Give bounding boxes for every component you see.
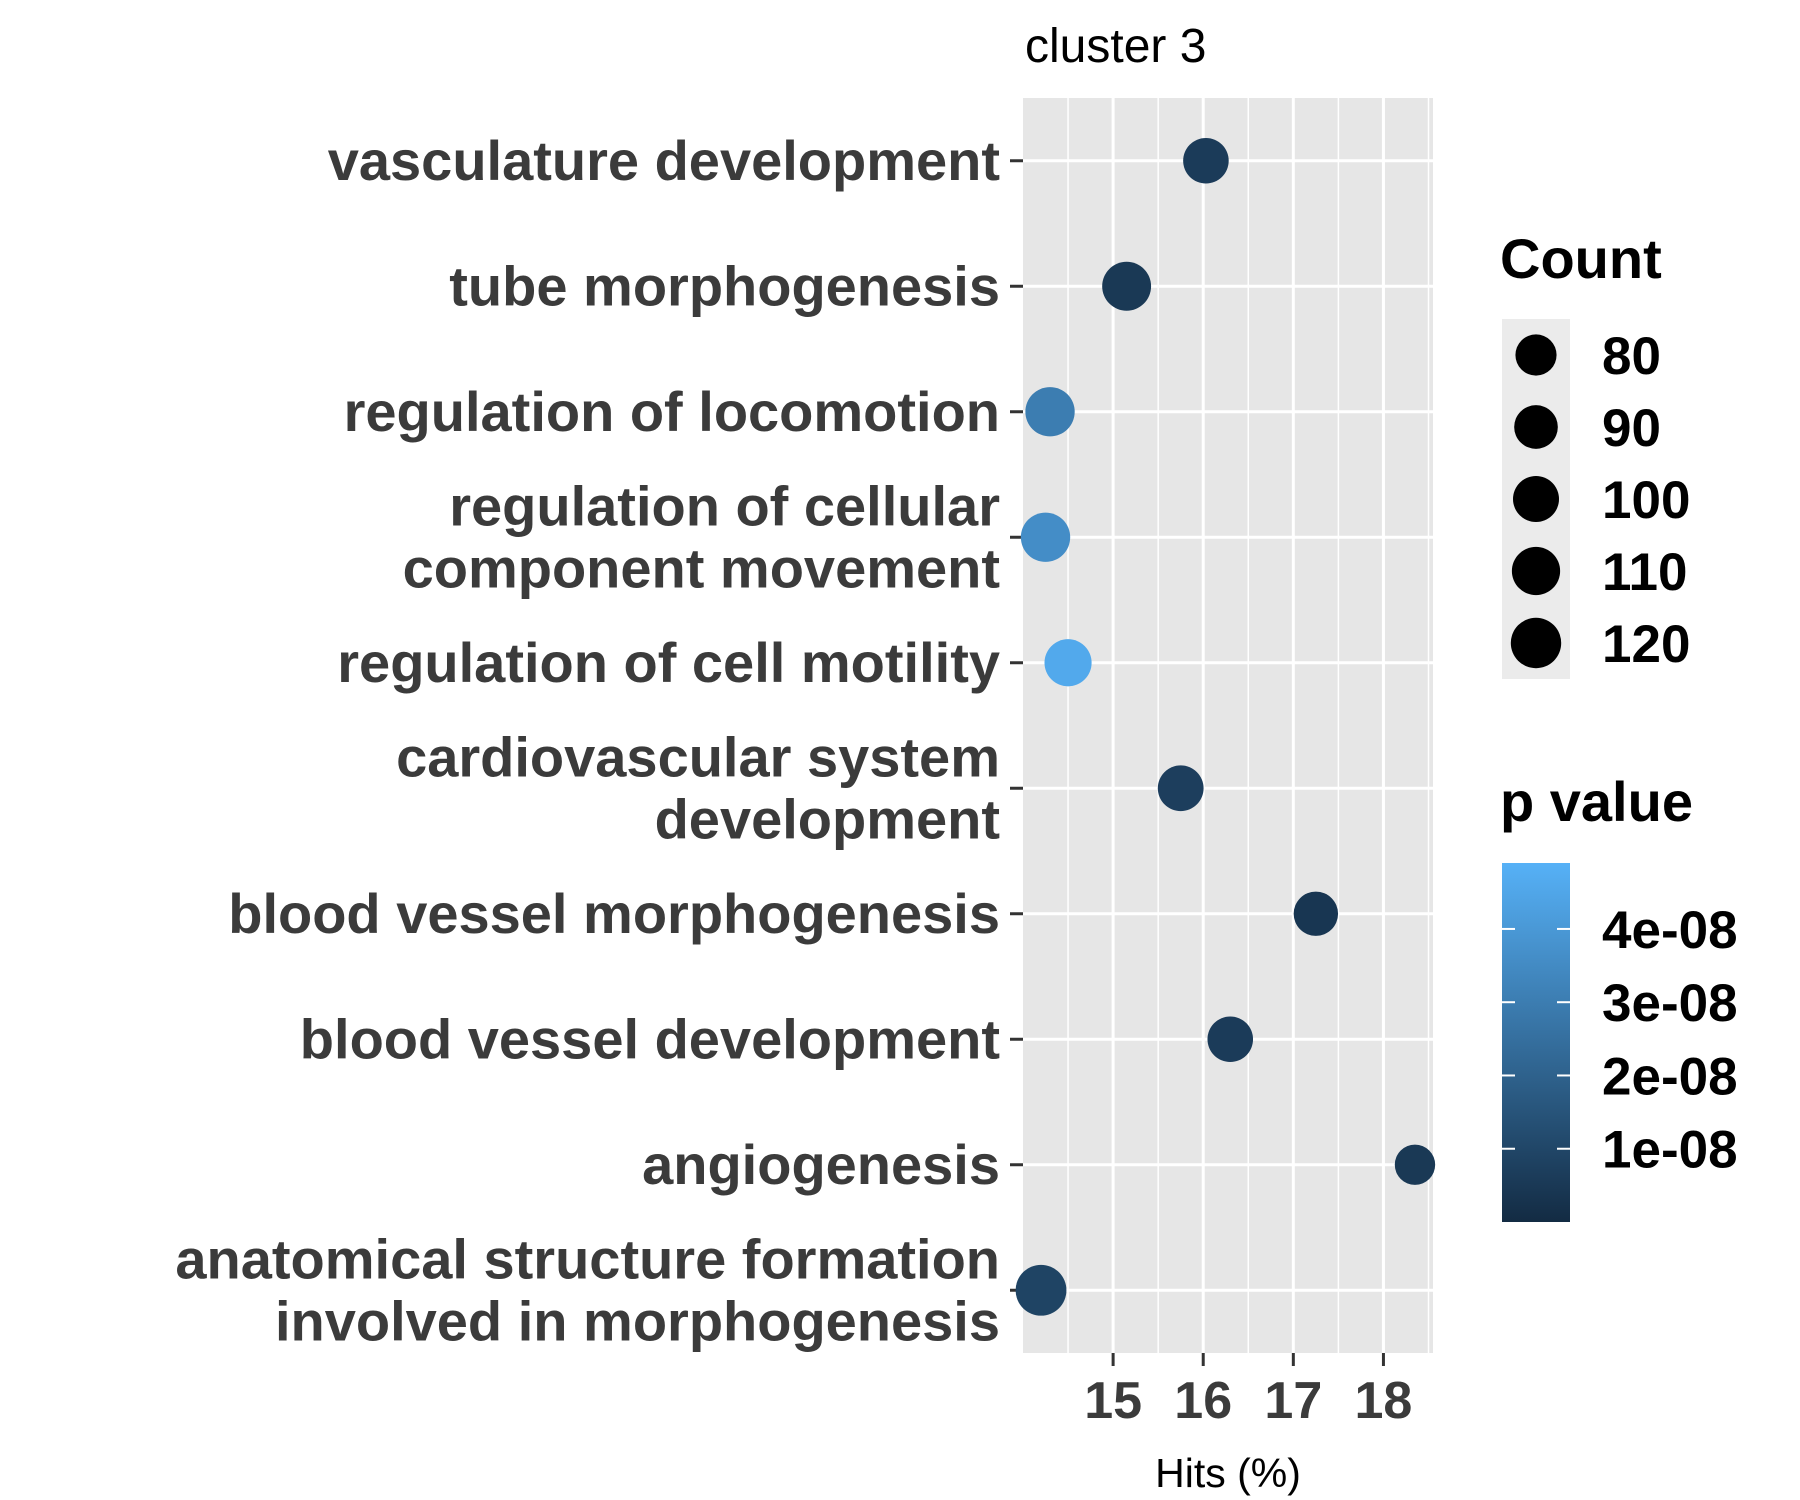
y-tick-label-line: angiogenesis <box>642 1133 1000 1196</box>
y-tick-label: vasculature development <box>328 129 1000 192</box>
plot-title: cluster 3 <box>1025 20 1206 73</box>
x-axis-title: Hits (%) <box>1155 1450 1301 1496</box>
y-tick-label: regulation of locomotion <box>344 380 1000 443</box>
data-point <box>1044 639 1092 687</box>
data-point <box>1157 765 1204 812</box>
x-tick-label: 18 <box>1355 1372 1413 1430</box>
minor-gridlines <box>1067 98 1430 1353</box>
data-point <box>1025 387 1075 437</box>
y-tick-label-line: cardiovascular system <box>396 725 1000 788</box>
legend-p-value: p value 4e-08 3e-08 2e-08 1e-08 <box>1500 770 1738 1222</box>
legend-size-label: 120 <box>1602 615 1690 674</box>
y-tick-label: regulation of cell motility <box>337 631 1000 694</box>
legend-size-swatch <box>1514 405 1558 449</box>
y-tick-label-line: tube morphogenesis <box>449 254 1000 317</box>
legend-colorbar <box>1502 863 1570 1222</box>
data-point <box>1293 891 1339 936</box>
legend-size-swatch <box>1511 546 1561 596</box>
y-tick-label-line: blood vessel development <box>300 1007 1000 1070</box>
y-tick-label-line: development <box>655 787 1000 850</box>
x-tick-label: 17 <box>1264 1372 1322 1430</box>
y-tick-label-line: blood vessel morphogenesis <box>228 882 1000 945</box>
legend-p-value-title: p value <box>1500 770 1693 833</box>
y-tick-label-line: component movement <box>403 536 1000 599</box>
data-point <box>1020 512 1071 562</box>
y-tick-label-line: regulation of cell motility <box>337 631 1000 694</box>
plot-panel <box>1023 98 1433 1353</box>
y-axis: vasculature development tube morphogenesi… <box>175 129 1023 1352</box>
legend-colorbar-label: 1e-08 <box>1602 1121 1738 1180</box>
legend-size-swatch <box>1510 617 1562 669</box>
legend-colorbar-label: 4e-08 <box>1602 901 1738 960</box>
y-tick-label: tube morphogenesis <box>449 254 1000 317</box>
y-tick-label: regulation of cellular component movement <box>403 474 1000 599</box>
legend-size-label: 100 <box>1602 471 1690 530</box>
legend-size-swatch <box>1515 334 1557 376</box>
data-points <box>1015 137 1436 1316</box>
legend-size-label: 90 <box>1602 399 1661 458</box>
legend-count-title: Count <box>1500 227 1662 290</box>
y-tick-label-line: regulation of locomotion <box>344 380 1000 443</box>
data-point <box>1394 1144 1436 1185</box>
x-tick-label: 15 <box>1084 1372 1142 1430</box>
x-tick-label: 16 <box>1174 1372 1232 1430</box>
legend-size-label: 80 <box>1602 327 1661 386</box>
y-tick-label-line: vasculature development <box>328 129 1000 192</box>
data-point <box>1102 261 1152 311</box>
y-tick-label-line: regulation of cellular <box>449 474 1000 537</box>
y-tick-label: blood vessel development <box>300 1007 1000 1070</box>
legend-size-label: 110 <box>1602 543 1688 602</box>
legend-size-swatch <box>1513 476 1559 522</box>
y-tick-label: anatomical structure formation involved i… <box>175 1227 1000 1352</box>
legend-count: Count 80 90 100 110 120 <box>1500 227 1690 679</box>
legend-colorbar-label: 2e-08 <box>1602 1047 1738 1106</box>
y-tick-label-line: anatomical structure formation <box>175 1227 1000 1290</box>
data-point <box>1207 1016 1254 1063</box>
y-tick-label: blood vessel morphogenesis <box>228 882 1000 945</box>
y-tick-label-line: involved in morphogenesis <box>275 1289 1000 1352</box>
y-tick-label: cardiovascular system development <box>396 725 1000 850</box>
x-axis: 15 16 17 18 <box>1084 1353 1412 1430</box>
y-tick-label: angiogenesis <box>642 1133 1000 1196</box>
data-point <box>1015 1264 1067 1316</box>
data-point <box>1183 137 1229 184</box>
legend-colorbar-label: 3e-08 <box>1602 974 1738 1033</box>
